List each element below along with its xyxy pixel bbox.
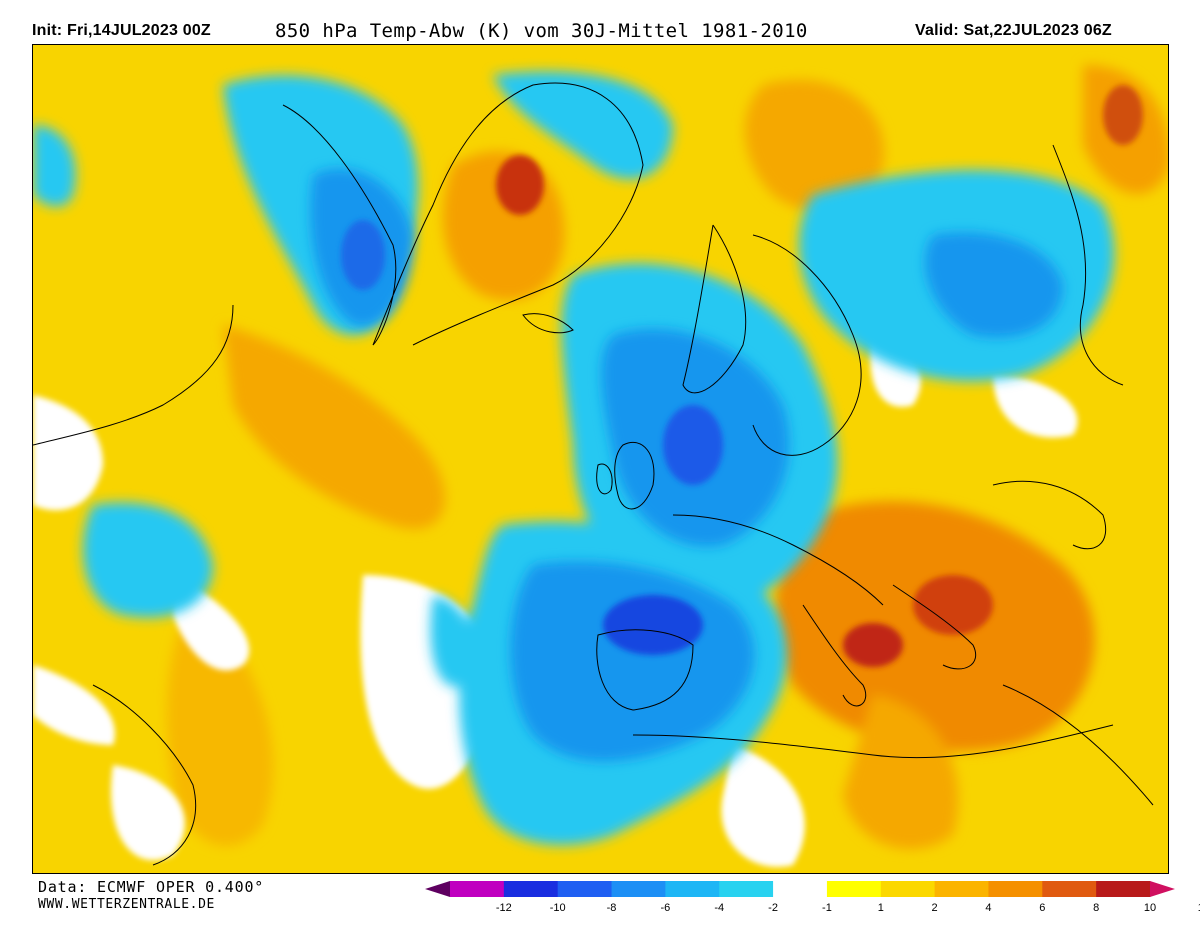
hot-anomaly-areas xyxy=(496,85,1143,667)
legend-tick-label: -4 xyxy=(714,902,724,914)
legend-tick-label: -10 xyxy=(550,902,566,914)
legend-bin xyxy=(557,881,613,897)
coastline-iceland xyxy=(522,313,574,334)
legend-tick-label: 1 xyxy=(878,902,884,914)
legend-bin xyxy=(934,881,989,897)
legend-tick-label: -8 xyxy=(607,902,617,914)
map-canvas xyxy=(33,45,1168,873)
coastline-canada xyxy=(33,304,234,446)
hot-spot-greenland xyxy=(496,155,544,215)
warm-anomaly-areas xyxy=(167,65,1168,850)
coldest-spot-north-sea xyxy=(663,405,723,485)
coastline-norway xyxy=(682,224,747,394)
hot-spot-italy xyxy=(843,623,903,667)
neutral-area-west xyxy=(33,395,103,511)
coastline-black-sea xyxy=(992,480,1107,550)
legend-tick-label: 6 xyxy=(1039,902,1045,914)
valid-time-label: Valid: Sat,22JUL2023 06Z xyxy=(915,22,1112,39)
coastline-north-africa xyxy=(632,724,1114,759)
legend-bin xyxy=(880,881,936,897)
legend-bin xyxy=(665,881,720,897)
legend-tick-label: 10 xyxy=(1144,902,1156,914)
coastlines xyxy=(33,82,1154,866)
map-title: 850 hPa Temp-Abw (K) vom 30J-Mittel 1981… xyxy=(275,20,808,42)
coastline-sweden-finland xyxy=(752,234,862,456)
warm-area-mediterranean xyxy=(843,695,959,850)
neutral-anomaly-areas xyxy=(33,335,1078,867)
data-source-label: Data: ECMWF OPER 0.400° xyxy=(38,878,265,896)
neutral-area-south-atlantic xyxy=(111,765,185,861)
legend-bin xyxy=(988,881,1043,897)
color-scale-legend: -12-10-8-6-4-2-1124681012 xyxy=(425,879,1200,919)
temperature-anomaly-map xyxy=(32,44,1169,874)
legend-bin xyxy=(503,881,559,897)
init-time-label: Init: Fri,14JUL2023 00Z xyxy=(32,22,211,39)
legend-bin xyxy=(826,881,882,897)
legend-tick-label: 12 xyxy=(1198,902,1200,914)
legend-tick-label: -6 xyxy=(660,902,670,914)
coastline-west xyxy=(92,684,197,866)
coastline-middle-east xyxy=(1002,684,1154,806)
legend-bin xyxy=(1096,881,1151,897)
coastline-iberia xyxy=(596,629,694,711)
neutral-area-russia xyxy=(993,375,1078,438)
legend-arrow-high xyxy=(1150,881,1175,897)
coldest-spot-france xyxy=(603,595,703,655)
border-russia xyxy=(1052,144,1124,386)
coastline-italy xyxy=(802,604,867,707)
colder-area-russia xyxy=(925,232,1063,338)
legend-bin xyxy=(611,881,666,897)
coastline-ireland xyxy=(596,463,613,495)
legend-bin xyxy=(773,881,828,897)
map-header: Init: Fri,14JUL2023 00Z 850 hPa Temp-Abw… xyxy=(0,0,1200,44)
coldest-anomaly-areas xyxy=(341,220,723,655)
warm-area-north xyxy=(744,79,885,212)
coastline-central-europe xyxy=(672,514,884,606)
legend-bar: -12-10-8-6-4-2-1124681012 xyxy=(425,881,1200,914)
coastline-greenland xyxy=(282,82,644,346)
cold-area-canada xyxy=(33,125,76,207)
neutral-area-north-africa xyxy=(721,745,805,867)
legend-tick-label: 2 xyxy=(932,902,938,914)
warm-area-atlantic xyxy=(223,325,446,529)
coastline-britain xyxy=(614,442,655,510)
website-label: WWW.WETTERZENTRALE.DE xyxy=(38,897,215,912)
legend-tick-label: 8 xyxy=(1093,902,1099,914)
legend-tick-label: -1 xyxy=(822,902,832,914)
coastline-greece xyxy=(892,584,977,670)
neutral-area-southwest xyxy=(33,665,115,745)
legend-bin xyxy=(1042,881,1097,897)
legend-tick-label: -2 xyxy=(768,902,778,914)
cold-area-greenland-north xyxy=(493,71,673,180)
hot-spot-northeast xyxy=(1103,85,1143,145)
coldest-spot-greenland xyxy=(341,220,385,290)
legend-arrow-low xyxy=(425,881,450,897)
legend-bin xyxy=(450,881,505,897)
cold-area-mid-atlantic xyxy=(83,502,213,618)
legend-tick-label: -12 xyxy=(496,902,512,914)
legend-tick-label: 4 xyxy=(985,902,991,914)
hot-spot-balkans xyxy=(913,575,993,635)
legend-bin xyxy=(719,881,774,897)
cold-area-atlantic-patch xyxy=(430,595,473,687)
